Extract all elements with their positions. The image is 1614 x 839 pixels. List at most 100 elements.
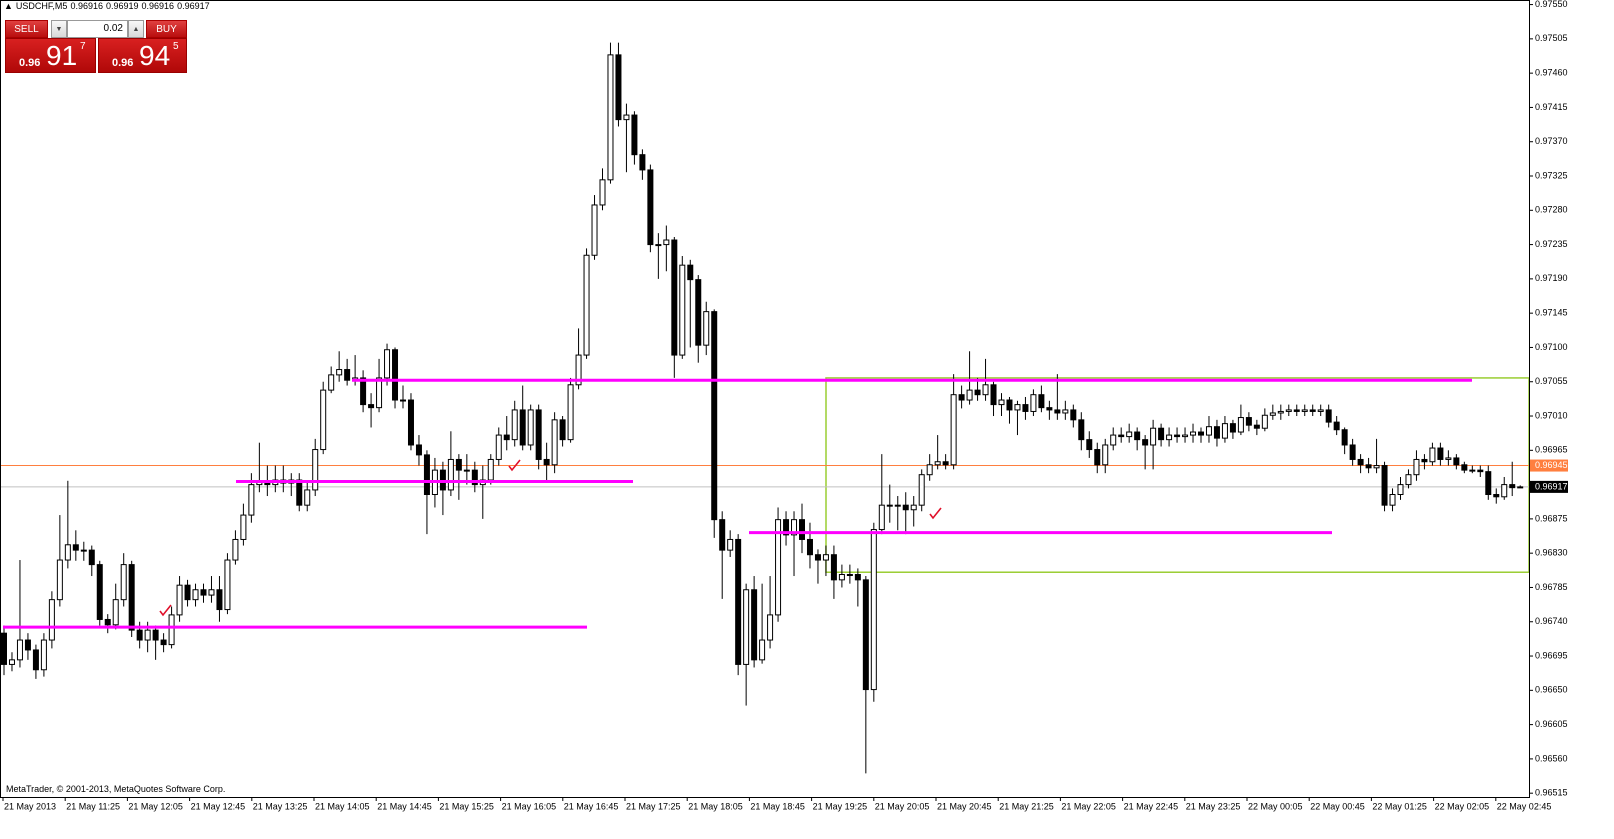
- candle-body: [1445, 457, 1452, 460]
- x-tick-label: 22 May 01:25: [1372, 801, 1427, 811]
- candle-body: [703, 311, 710, 346]
- candle-body: [1174, 434, 1181, 438]
- last-low: 0.96916: [141, 1, 175, 11]
- candle-body: [1485, 471, 1492, 496]
- x-tick-label: 21 May 2013: [4, 801, 56, 811]
- candle-body: [112, 599, 119, 626]
- candle-body: [783, 519, 790, 536]
- candle-body: [1421, 458, 1428, 463]
- candle-body: [559, 419, 566, 441]
- candle-body: [1277, 410, 1284, 414]
- sell-price[interactable]: 0.96 91 7: [5, 38, 96, 73]
- candle-body: [200, 589, 207, 596]
- candle-body: [862, 579, 869, 691]
- candle-body: [1142, 439, 1149, 446]
- price-big: 91: [46, 40, 78, 71]
- x-tick-label: 22 May 00:45: [1310, 801, 1365, 811]
- lot-input[interactable]: 0.02: [67, 20, 128, 38]
- x-tick-label: 22 May 02:45: [1497, 801, 1552, 811]
- candle-body: [208, 589, 215, 596]
- copyright: MetaTrader, © 2001-2013, MetaQuotes Soft…: [6, 784, 226, 794]
- candle-body: [32, 649, 39, 671]
- y-tick-label: 0.96650: [1535, 685, 1568, 695]
- check-mark: [929, 507, 942, 520]
- candle-body: [1006, 399, 1013, 411]
- y-tick-label: 0.96785: [1535, 582, 1568, 592]
- candle-body: [1014, 404, 1021, 411]
- check-mark: [508, 459, 521, 472]
- candle-body: [1110, 434, 1117, 446]
- candle-body: [1341, 429, 1348, 446]
- candle-body: [400, 399, 406, 402]
- price-point: 7: [80, 41, 86, 52]
- candle-body: [1198, 431, 1204, 436]
- candle-body: [743, 589, 750, 665]
- lot-up[interactable]: ▲: [128, 20, 144, 38]
- candle-body: [551, 419, 558, 466]
- x-tick-label: 21 May 12:05: [128, 801, 183, 811]
- candle-body: [615, 54, 622, 121]
- candle-body: [304, 489, 311, 506]
- candle-body: [663, 239, 670, 246]
- candle-body: [88, 549, 95, 566]
- candle-body: [607, 54, 614, 181]
- x-tick-label: 21 May 11:25: [66, 801, 120, 811]
- candle-body: [40, 639, 47, 671]
- symbol: USDCHF,M5: [15, 1, 68, 11]
- candle-body: [1158, 427, 1165, 441]
- candle-body: [104, 618, 111, 626]
- candle-body: [918, 474, 925, 506]
- y-tick-label: 0.96605: [1535, 719, 1568, 729]
- candle-body: [1221, 423, 1228, 439]
- candle-body: [543, 458, 550, 466]
- y-tick-label: 0.96965: [1535, 445, 1568, 455]
- price-big: 94: [139, 40, 171, 71]
- candle-body: [687, 264, 694, 281]
- y-tick-label: 0.97010: [1535, 410, 1568, 420]
- candle-body: [1461, 464, 1468, 471]
- x-tick-label: 21 May 23:25: [1186, 801, 1241, 811]
- y-tick-label: 0.96875: [1535, 513, 1568, 523]
- price-point: 5: [173, 41, 179, 52]
- candle-body: [1182, 434, 1189, 438]
- candle-body: [519, 409, 526, 446]
- buy-button[interactable]: BUY: [146, 20, 187, 38]
- candle-body: [1237, 417, 1244, 433]
- candle-body: [463, 469, 470, 472]
- candle-body: [1517, 486, 1524, 489]
- x-tick-label: 21 May 17:25: [626, 801, 681, 811]
- candle-body: [320, 389, 327, 451]
- candle-body: [1469, 469, 1476, 472]
- candle-body: [719, 519, 726, 551]
- candle-body: [591, 204, 598, 256]
- candle-body: [575, 354, 582, 386]
- price-label: 0.96917: [1535, 481, 1568, 491]
- candle-body: [894, 504, 901, 507]
- x-tick-label: 21 May 15:25: [439, 801, 494, 811]
- candle-body: [216, 589, 223, 611]
- candle-body: [240, 514, 247, 540]
- candle-body: [1397, 484, 1404, 496]
- candle-body: [1293, 409, 1300, 412]
- candle-body: [671, 239, 678, 356]
- candle-body: [1357, 458, 1364, 466]
- candle-body: [623, 114, 630, 121]
- chart-header: ▲ USDCHF,M5 0.96916 0.96919 0.96916 0.96917: [4, 1, 213, 11]
- candle-body: [1038, 394, 1045, 409]
- last-open: 0.96916: [70, 1, 103, 11]
- candle-body: [910, 504, 917, 511]
- candle-body: [415, 444, 422, 456]
- candle-body: [806, 538, 813, 556]
- candle-body: [759, 639, 766, 661]
- x-tick-label: 22 May 00:05: [1248, 801, 1303, 811]
- buy-price[interactable]: 0.96 94 5: [98, 38, 187, 73]
- y-tick-label: 0.97325: [1535, 170, 1568, 180]
- lot-down[interactable]: ▼: [51, 20, 67, 38]
- y-tick-label: 0.96560: [1535, 753, 1568, 763]
- candle-body: [471, 469, 478, 486]
- sell-button[interactable]: SELL: [5, 20, 48, 38]
- candle-body: [392, 349, 399, 401]
- candle-body: [72, 544, 79, 551]
- y-tick-label: 0.97460: [1535, 68, 1568, 78]
